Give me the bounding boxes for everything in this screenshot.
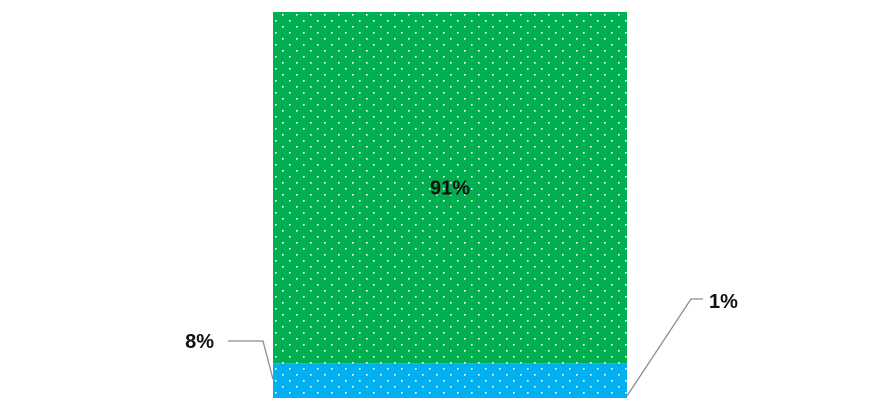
bar-segment-8 — [273, 363, 627, 398]
data-label-91: 91% — [430, 178, 470, 200]
bar-segment-1 — [626, 394, 627, 398]
leader-line-1 — [626, 298, 703, 397]
data-label-8: 8% — [185, 331, 214, 353]
bar-segment-91 — [273, 12, 627, 364]
leader-line-8 — [228, 340, 274, 380]
data-label-1: 1% — [709, 291, 738, 313]
